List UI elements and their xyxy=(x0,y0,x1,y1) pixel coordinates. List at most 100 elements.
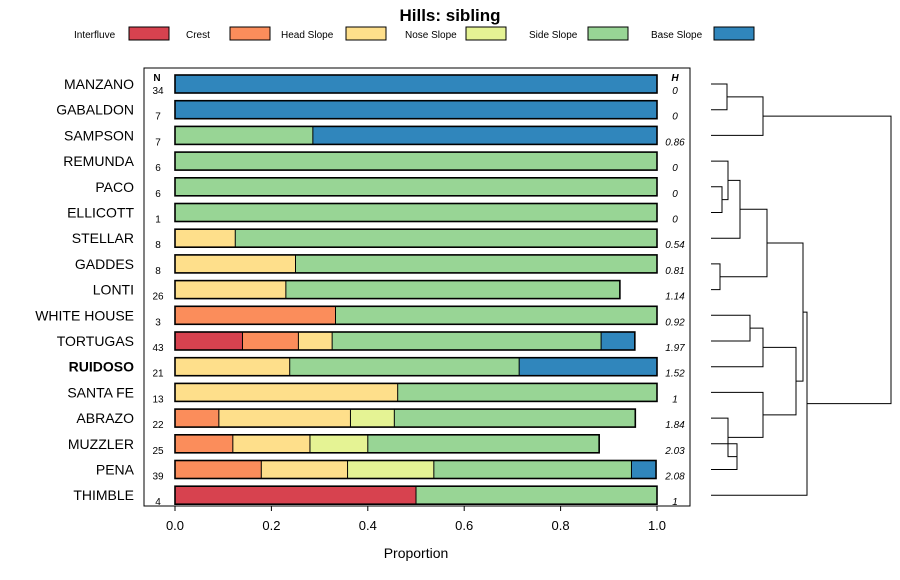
bar-segment-side-slope xyxy=(285,280,620,299)
bar-segment-interfluve xyxy=(175,486,416,505)
legend-swatch-base-slope xyxy=(713,26,755,41)
n-value: 3 xyxy=(155,317,161,328)
row-abrazo: ABRAZO 22 1.84 xyxy=(76,408,685,431)
bar-segment-side-slope xyxy=(367,434,600,453)
bar-segment-side-slope xyxy=(335,306,657,325)
row-label: GADDES xyxy=(75,256,134,272)
x-tick-label: 0.0 xyxy=(166,518,184,533)
n-value: 34 xyxy=(152,86,164,97)
bar-segment-side-slope xyxy=(175,126,313,145)
row-gabaldon: GABALDON 7 0 xyxy=(56,99,678,123)
h-value: 1.14 xyxy=(665,292,685,303)
bar-outline xyxy=(174,331,636,351)
x-axis-label: Proportion xyxy=(384,545,449,561)
bar-segment-crest xyxy=(175,409,219,428)
legend-swatch-side-slope xyxy=(587,26,629,41)
plot-frame xyxy=(143,67,691,507)
bar-outline xyxy=(174,305,658,326)
bar-segment-head-slope xyxy=(175,383,398,402)
bar-segment-interfluve xyxy=(175,332,243,350)
h-value: 1.84 xyxy=(665,420,685,431)
bar-segment-head-slope xyxy=(175,254,296,273)
bar-segment-base-slope xyxy=(601,332,635,350)
row-label: RUIDOSO xyxy=(69,359,134,375)
x-tick-label: 0.6 xyxy=(455,518,473,533)
bar-outline xyxy=(174,125,658,146)
h-value: 1 xyxy=(672,394,678,405)
x-tick-label: 1.0 xyxy=(648,518,666,533)
n-value: 1 xyxy=(155,215,161,226)
row-white-house: WHITE HOUSE 3 0.92 xyxy=(35,305,685,328)
bar-segment-base-slope xyxy=(312,126,657,145)
h-value: 0.81 xyxy=(665,266,684,277)
bar-outline xyxy=(174,177,658,197)
dendrogram-branch xyxy=(763,346,797,416)
row-thimble: THIMBLE 4 1 xyxy=(73,485,678,508)
x-tick-label: 0.2 xyxy=(262,518,280,533)
n-value: 6 xyxy=(155,189,161,200)
h-value: 2.03 xyxy=(664,446,685,457)
bar-segment-side-slope xyxy=(433,460,632,479)
dendrogram-branch xyxy=(767,242,804,382)
bar-outline xyxy=(174,254,658,274)
bar-segment-base-slope xyxy=(519,357,657,376)
bar-segment-side-slope xyxy=(332,332,602,350)
dendrogram-branch xyxy=(711,314,751,342)
h-value: 0 xyxy=(672,163,678,174)
row-label: ABRAZO xyxy=(76,410,134,426)
bar-segment-side-slope xyxy=(394,409,636,428)
dendrogram xyxy=(711,83,892,496)
bar-segment-side-slope xyxy=(175,177,657,196)
x-tick-label: 0.8 xyxy=(552,518,570,533)
dendrogram-branch xyxy=(711,311,808,496)
bar-segment-crest xyxy=(242,332,299,350)
legend-label-base-slope: Base Slope xyxy=(651,30,703,41)
row-label: WHITE HOUSE xyxy=(35,307,134,323)
n-value: 21 xyxy=(152,369,164,380)
row-remunda: REMUNDA 6 0 xyxy=(63,151,678,174)
row-label: SAMPSON xyxy=(64,127,134,143)
bar-segment-head-slope xyxy=(175,357,290,376)
legend-label-nose-slope: Nose Slope xyxy=(405,30,457,41)
bar-outline xyxy=(174,74,658,94)
bar-segment-side-slope xyxy=(397,383,657,402)
row-manzano: MANZANO 34 0 xyxy=(64,74,678,97)
row-pena: PENA 39 2.08 xyxy=(96,459,685,483)
n-value: 7 xyxy=(155,137,161,148)
bar-segment-head-slope xyxy=(261,460,348,479)
bar-segment-head-slope xyxy=(218,409,351,428)
bar-outline xyxy=(174,99,658,120)
bar-segment-side-slope xyxy=(295,254,657,273)
bar-segment-base-slope xyxy=(631,460,657,479)
bar-segment-side-slope xyxy=(175,203,657,222)
row-santa-fe: SANTA FE 13 1 xyxy=(67,382,678,405)
legend-swatch-head-slope xyxy=(345,26,387,41)
row-label: TORTUGAS xyxy=(57,333,134,349)
legend: Interfluve Crest Head Slope Nose Slope Side … xyxy=(74,26,755,41)
n-value: 8 xyxy=(155,240,161,251)
bar-outline xyxy=(174,459,657,480)
bar-segment-side-slope xyxy=(175,152,657,171)
bar-segment-side-slope xyxy=(289,357,520,376)
bar-segment-head-slope xyxy=(175,229,236,248)
h-value: 1.97 xyxy=(665,343,685,354)
dendrogram-branch xyxy=(711,391,764,438)
bar-outline xyxy=(174,433,600,454)
bar-segment-head-slope xyxy=(232,434,310,453)
n-value: 22 xyxy=(152,420,164,431)
row-sampson: SAMPSON 7 0.86 xyxy=(64,125,685,148)
bar-segment-side-slope xyxy=(235,229,657,248)
row-label: STELLAR xyxy=(72,230,134,246)
n-value: 13 xyxy=(152,394,164,405)
row-ruidoso: RUIDOSO 21 1.52 xyxy=(69,356,685,380)
legend-swatch-crest xyxy=(229,26,271,41)
h-value: 0.54 xyxy=(665,240,685,251)
row-label: MANZANO xyxy=(64,76,134,92)
row-label: PENA xyxy=(96,462,135,478)
row-label: THIMBLE xyxy=(73,487,134,503)
bar-segment-nose-slope xyxy=(347,460,434,479)
row-label: LONTI xyxy=(93,282,134,298)
bar-outline xyxy=(174,151,658,171)
